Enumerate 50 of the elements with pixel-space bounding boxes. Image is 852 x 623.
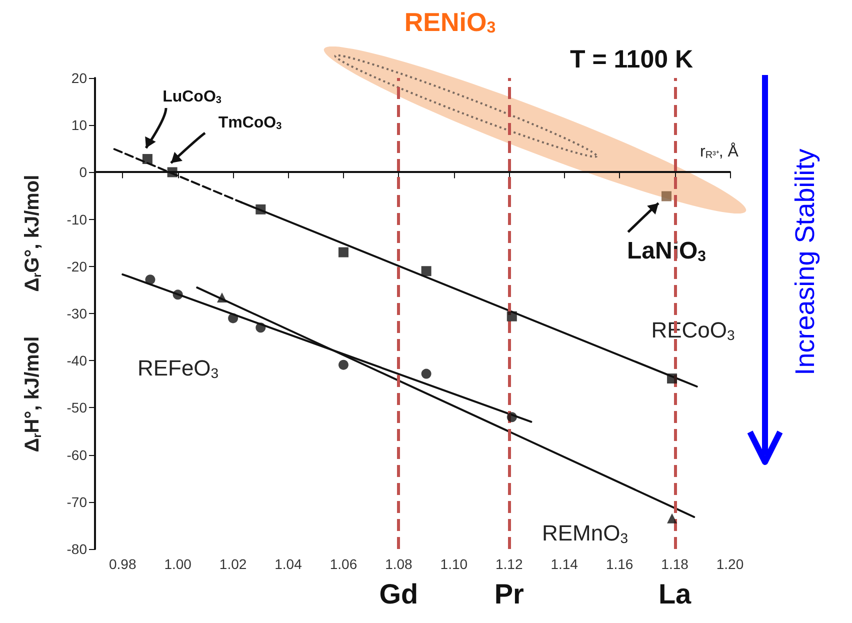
point: [662, 191, 672, 202]
y-tick-label: 20: [71, 70, 88, 86]
x-tick-label: 1.12: [496, 556, 523, 572]
x-tick-label: 1.04: [274, 556, 302, 572]
point: [142, 154, 152, 164]
text: RENiO3: [404, 7, 496, 37]
y-tick-label: -10: [66, 211, 88, 228]
y-tick-label: -40: [66, 352, 88, 369]
annotation: REMnO3: [542, 520, 628, 546]
x-tick-label: 1.02: [219, 556, 247, 572]
ref-line-label: Pr: [494, 578, 524, 610]
point: [172, 290, 183, 300]
text: Increasing Stability: [790, 148, 820, 376]
point: [667, 374, 678, 384]
y-tick-label: -20: [66, 258, 88, 274]
y-tick-label: -60: [66, 446, 88, 463]
x-tick-label: 1.14: [550, 556, 578, 572]
x-tick-label: 1.16: [606, 556, 634, 572]
point: [667, 513, 678, 524]
ref-line-label: Gd: [379, 578, 418, 610]
point: [217, 292, 227, 302]
y-tick-label: 0: [79, 164, 88, 180]
y-axis-title: ΔrH°, kJ/mol ΔrG°, kJ/mol: [22, 174, 44, 452]
point: [256, 322, 266, 333]
point: [228, 313, 238, 324]
point: [338, 247, 348, 258]
point: [506, 311, 517, 322]
x-tick-label: 1.20: [716, 556, 744, 572]
annotation: RECoO3: [651, 318, 735, 343]
point: [338, 360, 348, 370]
y-tick-label: -30: [66, 306, 88, 322]
point: [256, 204, 266, 214]
point: [506, 412, 517, 422]
point: [421, 266, 432, 276]
y-tick-label: -70: [66, 494, 88, 510]
y-tick-label: 10: [71, 117, 88, 134]
point: [145, 274, 156, 285]
y-tick-label: -50: [66, 400, 88, 416]
x-tick-label: 1.10: [440, 556, 468, 572]
chart-title: T = 1100 K: [570, 46, 693, 74]
x-tick-label: 0.98: [108, 556, 136, 572]
x-tick-label: 1.00: [164, 556, 192, 572]
x-tick-label: 1.18: [661, 556, 689, 572]
x-tick-label: 1.06: [330, 556, 358, 572]
point: [421, 368, 432, 379]
ref-line-label: La: [658, 578, 692, 610]
annotation: REFeO3: [137, 356, 219, 381]
y-tick-label: -80: [66, 541, 88, 557]
x-tick-label: 1.08: [385, 556, 413, 572]
point: [167, 167, 178, 178]
